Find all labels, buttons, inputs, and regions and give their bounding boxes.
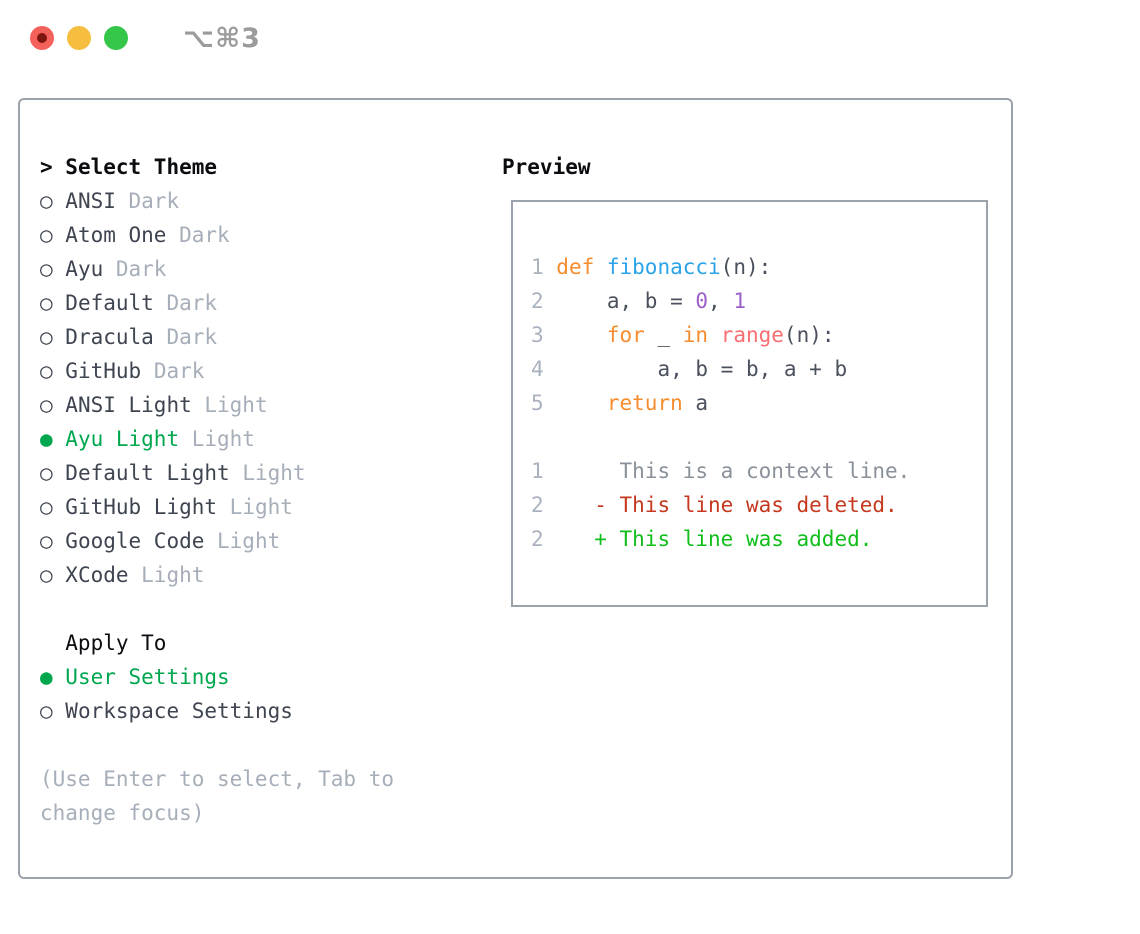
apply-to-option[interactable]: ● User Settings: [40, 660, 470, 694]
radio-unselected-icon: ○: [40, 325, 66, 349]
theme-option[interactable]: ○ GitHub Light Light: [40, 490, 470, 524]
option-label: XCode: [65, 563, 142, 587]
option-label: Workspace Settings: [65, 699, 293, 723]
theme-option[interactable]: ○ ANSI Dark: [40, 184, 470, 218]
option-variant-label: Light: [242, 461, 306, 485]
theme-option[interactable]: ○ XCode Light: [40, 558, 470, 592]
radio-unselected-icon: ○: [40, 393, 66, 417]
theme-picker-column: > Select Theme ○ ANSI Dark ○ Atom One Dar…: [40, 150, 470, 830]
option-variant-label: Light: [217, 529, 281, 553]
option-variant-label: Dark: [128, 189, 180, 213]
code-line: 1 def fibonacci(n):: [531, 255, 772, 279]
prompt-caret-icon: >: [40, 155, 66, 179]
code-line: 1 This is a context line.: [531, 459, 911, 483]
radio-unselected-icon: ○: [40, 257, 66, 281]
theme-option[interactable]: ○ Dracula Dark: [40, 320, 470, 354]
code-line: 2 + This line was added.: [531, 527, 873, 551]
theme-option[interactable]: ● Ayu Light Light: [40, 422, 470, 456]
code-line: 4 a, b = b, a + b: [531, 357, 848, 381]
radio-unselected-icon: ○: [40, 563, 66, 587]
option-label: Default: [65, 291, 167, 315]
keyboard-hint: (Use Enter to select, Tab to change focu…: [40, 767, 395, 825]
radio-unselected-icon: ○: [40, 495, 66, 519]
theme-option[interactable]: ○ Default Light Light: [40, 456, 470, 490]
option-variant-label: Light: [204, 393, 268, 417]
preview-box: 1 def fibonacci(n): 2 a, b = 0, 1 3 for _ …: [511, 200, 988, 607]
theme-option[interactable]: ○ Ayu Dark: [40, 252, 470, 286]
theme-option[interactable]: ○ ANSI Light Light: [40, 388, 470, 422]
radio-unselected-icon: ○: [40, 223, 66, 247]
option-variant-label: Dark: [115, 257, 167, 281]
code-line: 3 for _ in range(n):: [531, 323, 835, 347]
code-line: [531, 420, 986, 454]
theme-list: ○ ANSI Dark ○ Atom One Dark ○ Ayu Dark ○ De…: [40, 184, 470, 592]
option-label: User Settings: [65, 665, 230, 689]
window-title: ⌥⌘3: [183, 22, 261, 54]
option-label: Ayu Light: [65, 427, 192, 451]
radio-unselected-icon: ○: [40, 529, 66, 553]
minimize-button[interactable]: [67, 26, 91, 50]
option-variant-label: Dark: [179, 223, 230, 247]
option-label: Ayu: [65, 257, 116, 281]
option-variant-label: Dark: [153, 359, 205, 383]
option-variant-label: Dark: [166, 325, 218, 349]
apply-to-option[interactable]: ○ Workspace Settings: [40, 694, 470, 728]
radio-unselected-icon: ○: [40, 189, 66, 213]
theme-option[interactable]: ○ Default Dark: [40, 286, 470, 320]
code-line: 2 a, b = 0, 1: [531, 289, 746, 313]
option-label: Google Code: [65, 529, 218, 553]
apply-to-list: ● User Settings ○ Workspace Settings: [40, 660, 470, 728]
radio-unselected-icon: ○: [40, 699, 66, 723]
radio-unselected-icon: ○: [40, 461, 66, 485]
option-label: GitHub: [65, 359, 154, 383]
radio-selected-icon: ●: [40, 427, 66, 451]
radio-selected-icon: ●: [40, 665, 66, 689]
theme-picker-panel: > Select Theme ○ ANSI Dark ○ Atom One Dar…: [18, 98, 1013, 879]
apply-to-header: Apply To: [40, 631, 167, 655]
radio-unselected-icon: ○: [40, 359, 66, 383]
radio-unselected-icon: ○: [40, 291, 66, 315]
code-preview: 1 def fibonacci(n): 2 a, b = 0, 1 3 for _ …: [513, 202, 986, 556]
theme-option[interactable]: ○ Atom One Dark: [40, 218, 470, 252]
title-bar: ⌥⌘3: [0, 0, 1140, 76]
option-label: Dracula: [65, 325, 167, 349]
option-variant-label: Light: [141, 563, 205, 587]
select-theme-header: > Select Theme: [40, 150, 470, 184]
option-variant-label: Dark: [166, 291, 218, 315]
code-line: 5 return a: [531, 391, 709, 415]
close-button[interactable]: [30, 26, 54, 50]
zoom-button[interactable]: [104, 26, 128, 50]
theme-option[interactable]: ○ GitHub Dark: [40, 354, 470, 388]
option-label: ANSI Light: [65, 393, 205, 417]
code-line: 2 - This line was deleted.: [531, 493, 898, 517]
option-label: ANSI: [65, 189, 129, 213]
preview-header: Preview: [502, 155, 591, 179]
option-label: GitHub Light: [65, 495, 230, 519]
select-theme-label: Select Theme: [65, 155, 218, 179]
option-label: Atom One: [65, 223, 180, 247]
option-variant-label: Light: [191, 427, 255, 451]
option-label: Default Light: [65, 461, 243, 485]
theme-option[interactable]: ○ Google Code Light: [40, 524, 470, 558]
option-variant-label: Light: [229, 495, 293, 519]
